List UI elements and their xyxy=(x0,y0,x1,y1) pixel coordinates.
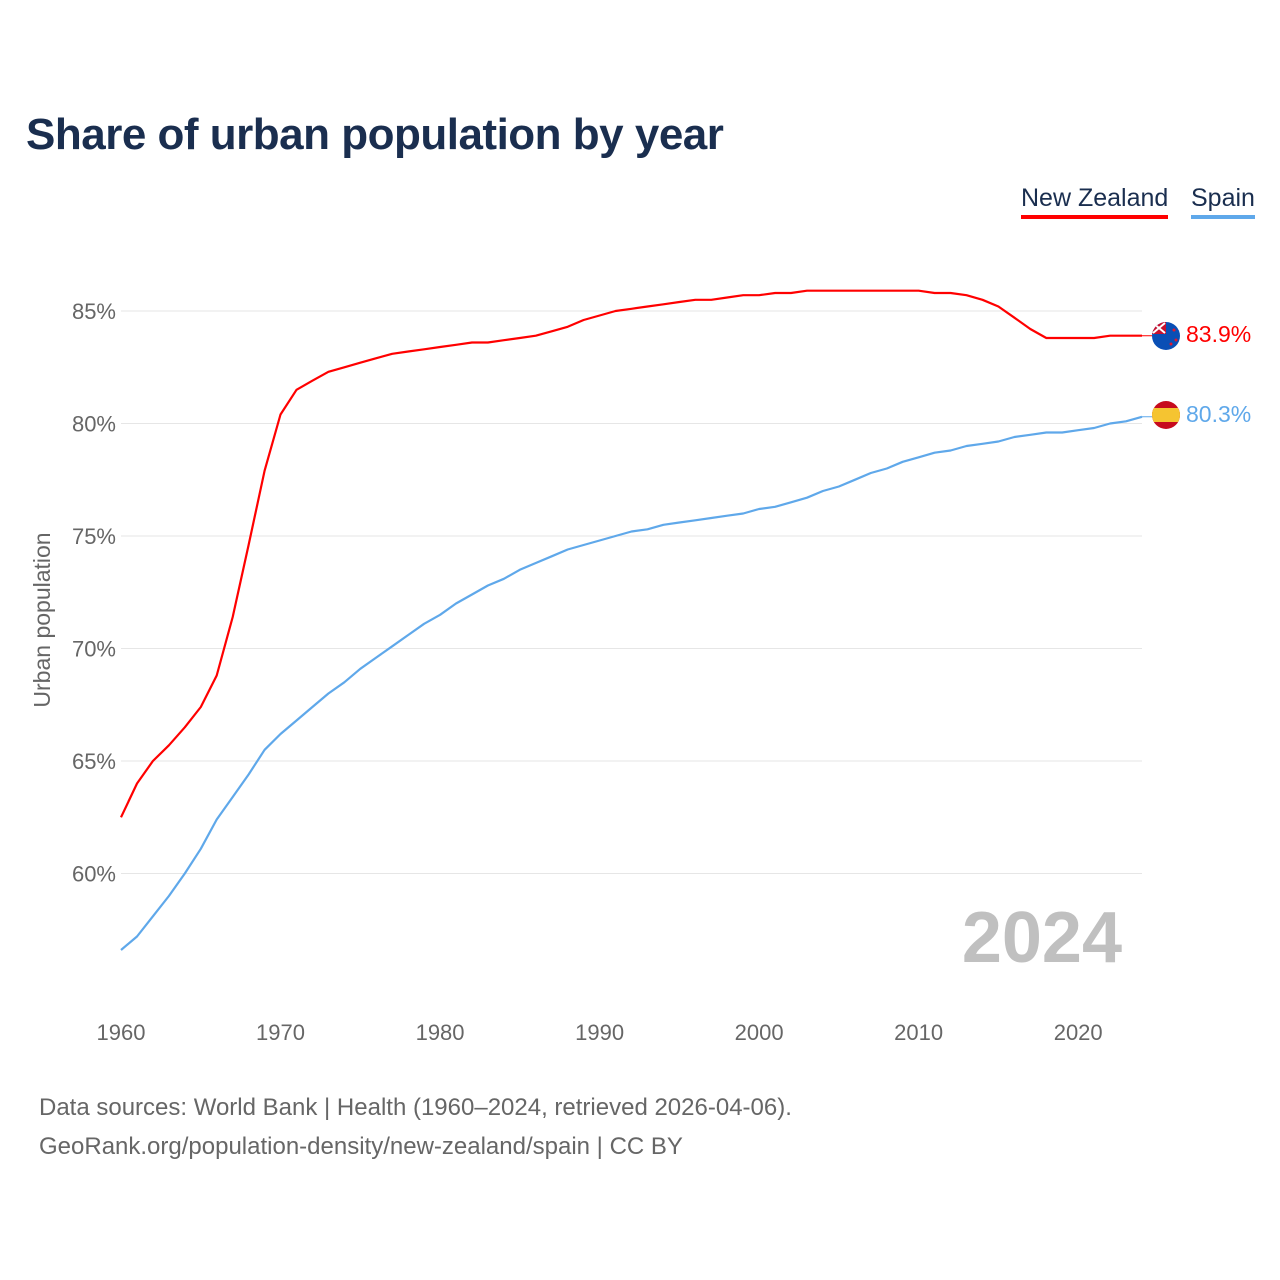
x-tick-label: 2020 xyxy=(1054,1020,1103,1045)
x-tick-label: 2010 xyxy=(894,1020,943,1045)
y-axis-label: Urban population xyxy=(29,532,55,707)
y-tick-label: 75% xyxy=(72,524,116,549)
x-tick-label: 1980 xyxy=(416,1020,465,1045)
end-label-new-zealand: 83.9% xyxy=(1186,321,1251,347)
x-tick-label: 1990 xyxy=(575,1020,624,1045)
x-tick-label: 1970 xyxy=(256,1020,305,1045)
series-line-new-zealand xyxy=(120,289,1142,818)
y-tick-label: 60% xyxy=(72,862,116,887)
flag-spain-icon xyxy=(1152,401,1180,429)
year-watermark: 2024 xyxy=(962,898,1122,978)
y-tick-label: 85% xyxy=(72,299,116,324)
y-tick-label: 80% xyxy=(72,412,116,437)
source-link[interactable]: GeoRank.org/population-density/new-zeala… xyxy=(39,1133,683,1160)
y-tick-label: 65% xyxy=(72,749,116,774)
x-tick-label: 2000 xyxy=(735,1020,784,1045)
legend-spain[interactable]: Spain xyxy=(1191,184,1255,219)
source-note: Data sources: World Bank | Health (1960–… xyxy=(39,1088,792,1166)
source-line: Data sources: World Bank | Health (1960–… xyxy=(39,1094,792,1121)
y-tick-label: 70% xyxy=(72,637,116,662)
flag-new-zealand-icon xyxy=(1152,322,1180,350)
chart-title: Share of urban population by year xyxy=(26,110,724,159)
x-tick-label: 1960 xyxy=(97,1020,146,1045)
legend-new-zealand[interactable]: New Zealand xyxy=(1021,184,1169,219)
end-label-spain: 80.3% xyxy=(1186,401,1251,427)
series-line-spain xyxy=(120,415,1143,951)
